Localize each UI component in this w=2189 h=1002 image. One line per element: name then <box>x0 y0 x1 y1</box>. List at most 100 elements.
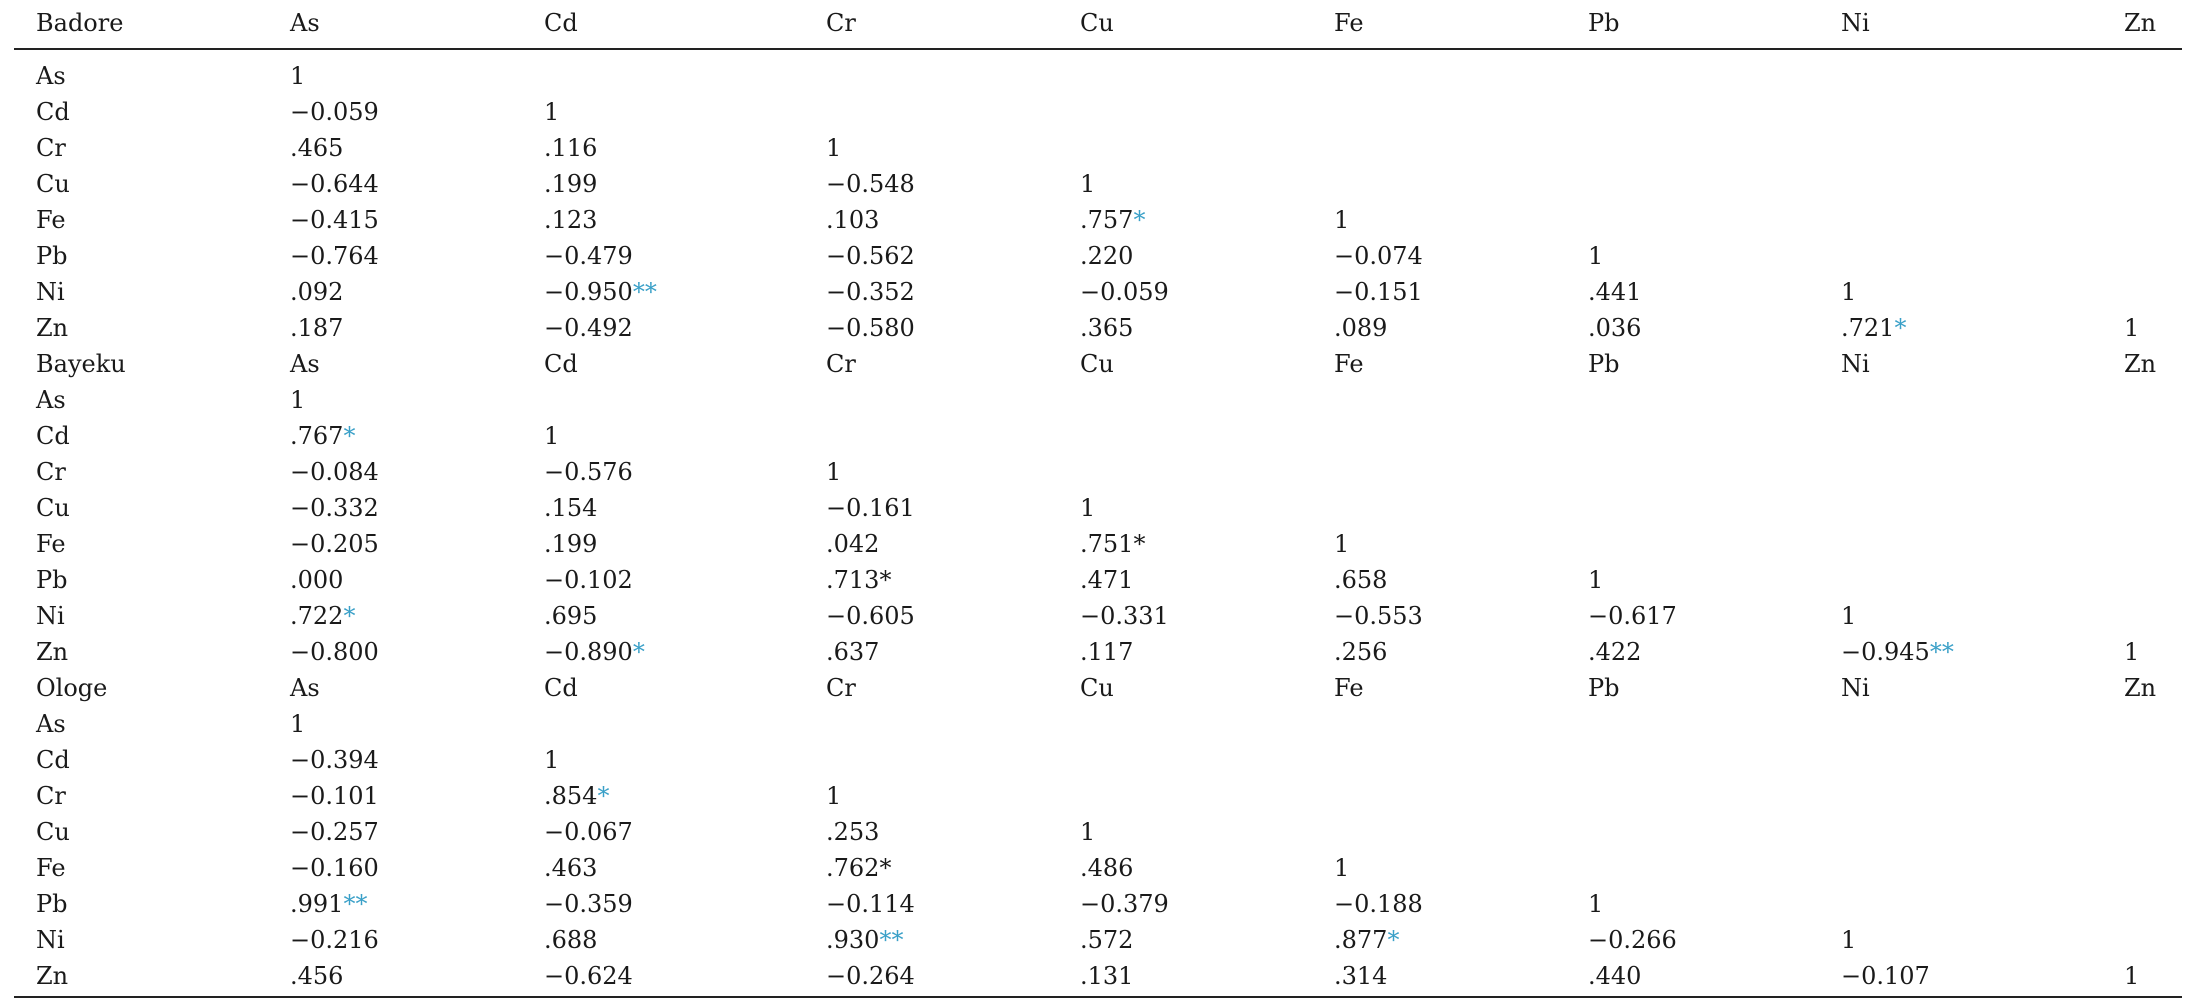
table-row: Ni .092 −0.950** −0.352 −0.059 −0.151 .441 1 <box>0 274 2189 310</box>
table-cell: −0.379 <box>1080 886 1169 922</box>
table-cell: .722* <box>290 598 355 634</box>
table-cell: .441 <box>1588 274 1641 310</box>
cell-value: .471 <box>1080 565 1134 594</box>
cell-value: .092 <box>290 277 344 306</box>
table-cell: As <box>290 346 320 382</box>
row-label: Fe <box>36 526 66 562</box>
significance-marker: ** <box>632 277 657 306</box>
cell-value: .440 <box>1588 961 1642 990</box>
table-cell: Fe <box>1334 346 1364 382</box>
cell-value: .572 <box>1080 925 1134 954</box>
row-label: Bayeku <box>36 346 126 382</box>
cell-value: Bayeku <box>36 349 126 378</box>
table-cell: −0.160 <box>290 850 379 886</box>
table-cell: .695 <box>544 598 597 634</box>
cell-value: 1 <box>1080 169 1096 198</box>
cell-value: −0.605 <box>826 601 915 630</box>
cell-value: 1 <box>1841 601 1857 630</box>
row-label: Zn <box>36 310 68 346</box>
table-cell: .123 <box>544 202 597 238</box>
table-cell: Cd <box>544 346 578 382</box>
cell-value: −0.160 <box>290 853 379 882</box>
cell-value: As <box>36 709 66 738</box>
cell-value: −0.580 <box>826 313 915 342</box>
cell-value: Cr <box>36 133 66 162</box>
cell-value: .877 <box>1334 925 1388 954</box>
cell-value: .465 <box>290 133 344 162</box>
cell-value: Cd <box>36 97 70 126</box>
cell-value: Cd <box>36 421 70 450</box>
cell-value: .751* <box>1080 529 1146 558</box>
table-cell: 1 <box>1080 490 1095 526</box>
table-cell: .688 <box>544 922 597 958</box>
cell-value: 1 <box>1841 925 1857 954</box>
cell-value: .154 <box>544 493 598 522</box>
table-cell: 1 <box>1588 238 1603 274</box>
table-cell: Cu <box>1080 346 1114 382</box>
cell-value: −0.101 <box>290 781 379 810</box>
table-cell: −0.553 <box>1334 598 1423 634</box>
row-label: Cu <box>36 814 70 850</box>
table-cell: .658 <box>1334 562 1387 598</box>
table-cell: .877* <box>1334 922 1399 958</box>
row-label: Zn <box>36 958 68 994</box>
cell-value: Ni <box>1841 673 1870 702</box>
cell-value: .713* <box>826 565 892 594</box>
cell-value: −0.331 <box>1080 601 1169 630</box>
table-cell: −0.764 <box>290 238 379 274</box>
cell-value: .253 <box>826 817 880 846</box>
table-row: Cd −0.394 1 <box>0 742 2189 778</box>
header-rule <box>14 48 2182 50</box>
table-cell: 1 <box>290 382 305 418</box>
cell-value: −0.151 <box>1334 277 1423 306</box>
table-cell: .456 <box>290 958 343 994</box>
cell-value: .123 <box>544 205 598 234</box>
table-cell: 1 <box>1841 274 1856 310</box>
table-row: Fe −0.160 .463 .762* .486 1 <box>0 850 2189 886</box>
table-cell: .713* <box>826 562 891 598</box>
table-cell: −0.605 <box>826 598 915 634</box>
table-cell: −0.107 <box>1841 958 1930 994</box>
table-cell: .767* <box>290 418 355 454</box>
cell-value: −0.084 <box>290 457 379 486</box>
row-label: Fe <box>36 202 66 238</box>
table-cell: −0.950** <box>544 274 657 310</box>
row-label: Cr <box>36 130 66 166</box>
cell-value: Cr <box>36 781 66 810</box>
table-cell: −0.331 <box>1080 598 1169 634</box>
table-cell: −0.332 <box>290 490 379 526</box>
row-label: Cu <box>36 166 70 202</box>
table-cell: .854* <box>544 778 609 814</box>
row-label: Ni <box>36 274 65 310</box>
cell-value: 1 <box>290 385 306 414</box>
table-cell: .220 <box>1080 238 1133 274</box>
table-cell: −0.800 <box>290 634 379 670</box>
table-cell: 1 <box>1588 886 1603 922</box>
table-cell: Cr <box>826 346 856 382</box>
table-row: As 1 <box>0 382 2189 418</box>
cell-value: .688 <box>544 925 598 954</box>
cell-value: −0.074 <box>1334 241 1423 270</box>
cell-value: .422 <box>1588 637 1642 666</box>
table-cell: 1 <box>1334 850 1349 886</box>
cell-value: Cr <box>826 673 856 702</box>
cell-value: .658 <box>1334 565 1388 594</box>
table-cell: −0.890* <box>544 634 645 670</box>
significance-marker: * <box>597 781 610 810</box>
cell-value: .116 <box>544 133 598 162</box>
table-cell: −0.205 <box>290 526 379 562</box>
cell-value: 1 <box>2124 637 2140 666</box>
cell-value: −0.548 <box>826 169 915 198</box>
cell-value: 1 <box>826 457 842 486</box>
column-header: Pb <box>1588 9 1620 37</box>
table-cell: 1 <box>1588 562 1603 598</box>
table-cell: .116 <box>544 130 597 166</box>
table-cell: 1 <box>290 706 305 742</box>
cell-value: As <box>290 673 320 702</box>
row-label: Cd <box>36 742 70 778</box>
cell-value: .220 <box>1080 241 1134 270</box>
table-row: Pb −0.764 −0.479 −0.562 .220 −0.074 1 <box>0 238 2189 274</box>
table-cell: 1 <box>1080 814 1095 850</box>
table-row: Cr −0.101 .854* 1 <box>0 778 2189 814</box>
